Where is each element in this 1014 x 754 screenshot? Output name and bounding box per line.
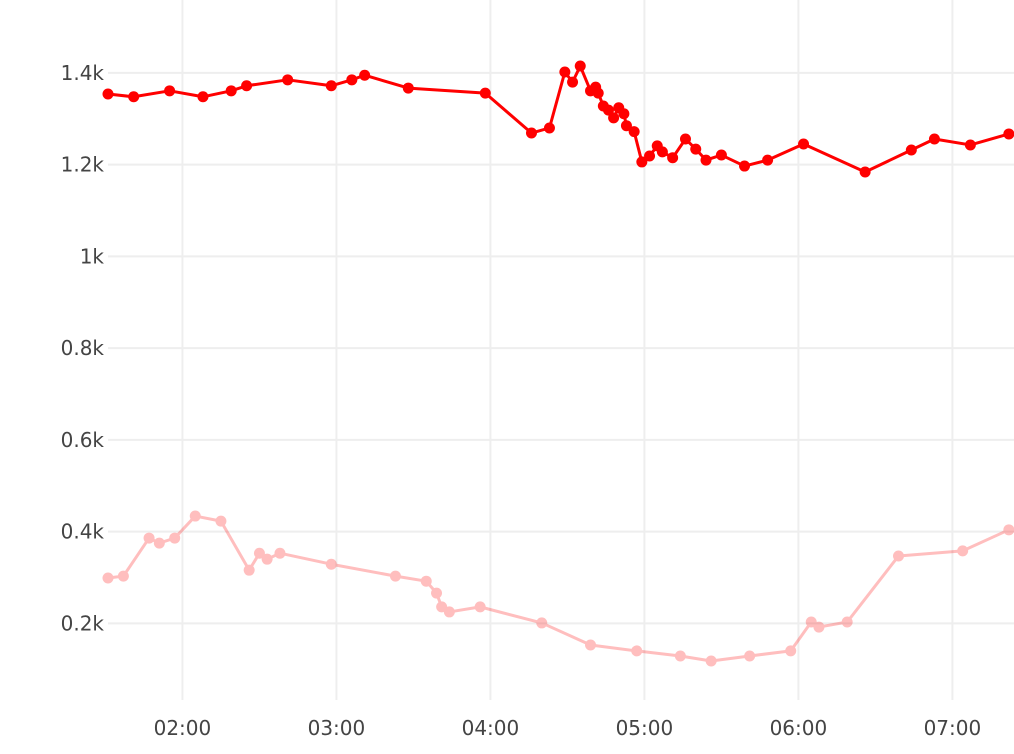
data-point[interactable]: [325, 80, 337, 92]
data-point[interactable]: [841, 616, 853, 628]
data-point[interactable]: [1003, 524, 1014, 536]
data-point[interactable]: [656, 146, 668, 158]
data-point[interactable]: [620, 120, 632, 132]
data-point[interactable]: [785, 645, 797, 657]
data-point[interactable]: [608, 112, 620, 124]
data-point[interactable]: [197, 91, 209, 103]
data-point[interactable]: [805, 616, 817, 628]
data-point[interactable]: [798, 138, 810, 150]
data-point[interactable]: [402, 82, 414, 94]
y-tick-label: 1.2k: [61, 153, 105, 177]
gridlines: [108, 0, 1014, 700]
data-point[interactable]: [631, 645, 643, 657]
data-point[interactable]: [705, 655, 717, 667]
data-point[interactable]: [636, 156, 648, 168]
data-point[interactable]: [189, 510, 201, 522]
data-point[interactable]: [644, 150, 656, 162]
data-point[interactable]: [525, 127, 537, 139]
data-point[interactable]: [893, 550, 905, 562]
data-point[interactable]: [543, 122, 555, 134]
data-point[interactable]: [117, 570, 129, 582]
data-point[interactable]: [153, 537, 165, 549]
data-point[interactable]: [667, 152, 679, 164]
x-axis-ticks: 02:00 03:00 04:00 05:00 06:00 07:00: [154, 716, 982, 740]
data-point[interactable]: [859, 166, 871, 178]
data-point[interactable]: [215, 515, 227, 527]
data-point[interactable]: [325, 558, 337, 570]
data-point[interactable]: [679, 133, 691, 145]
x-tick-label: 03:00: [308, 716, 366, 740]
data-point[interactable]: [690, 143, 702, 155]
y-tick-label: 1.4k: [61, 61, 105, 85]
y-tick-label: 0.6k: [61, 428, 105, 452]
data-point[interactable]: [225, 85, 237, 97]
data-point[interactable]: [420, 575, 432, 587]
data-point[interactable]: [436, 601, 448, 613]
data-point[interactable]: [744, 650, 756, 662]
data-point[interactable]: [700, 154, 712, 166]
data-point[interactable]: [1003, 128, 1014, 140]
data-point[interactable]: [282, 74, 294, 86]
data-point[interactable]: [143, 532, 155, 544]
data-point[interactable]: [628, 126, 640, 138]
data-point[interactable]: [389, 570, 401, 582]
data-point[interactable]: [813, 621, 825, 633]
y-tick-label: 0.8k: [61, 336, 105, 360]
data-point[interactable]: [905, 144, 917, 156]
data-point[interactable]: [559, 66, 571, 78]
data-point[interactable]: [359, 69, 371, 81]
series-line: [107, 514, 1010, 663]
data-point[interactable]: [431, 587, 443, 599]
x-tick-label: 04:00: [462, 716, 520, 740]
data-point[interactable]: [585, 639, 597, 651]
data-point[interactable]: [928, 133, 940, 145]
data-point[interactable]: [102, 88, 114, 100]
x-tick-label: 05:00: [616, 716, 674, 740]
data-point[interactable]: [574, 60, 586, 72]
data-point[interactable]: [567, 76, 579, 88]
data-point[interactable]: [241, 80, 253, 92]
data-point[interactable]: [443, 606, 455, 618]
data-point[interactable]: [739, 160, 751, 172]
data-point[interactable]: [592, 87, 604, 99]
x-tick-label: 02:00: [154, 716, 212, 740]
data-point[interactable]: [243, 564, 255, 576]
series-layer: [102, 60, 1014, 667]
data-point[interactable]: [957, 545, 969, 557]
data-point[interactable]: [102, 572, 114, 584]
data-point[interactable]: [536, 617, 548, 629]
y-tick-label: 0.2k: [61, 611, 105, 635]
y-axis-ticks: 0.2k 0.4k 0.6k 0.8k 1k 1.2k 1.4k: [61, 61, 105, 635]
data-point[interactable]: [261, 553, 273, 565]
y-tick-label: 1k: [80, 244, 105, 268]
series-0: [102, 60, 1014, 178]
data-point[interactable]: [474, 601, 486, 613]
x-tick-label: 07:00: [924, 716, 982, 740]
x-tick-label: 06:00: [770, 716, 828, 740]
data-point[interactable]: [762, 154, 774, 166]
data-point[interactable]: [169, 532, 181, 544]
data-point[interactable]: [479, 87, 491, 99]
data-point[interactable]: [164, 85, 176, 97]
series-1: [102, 510, 1014, 667]
data-point[interactable]: [602, 104, 614, 116]
y-tick-label: 0.4k: [61, 520, 105, 544]
data-point[interactable]: [715, 149, 727, 161]
data-point[interactable]: [128, 91, 140, 103]
data-point[interactable]: [346, 74, 358, 86]
data-point[interactable]: [253, 547, 265, 559]
data-point[interactable]: [674, 650, 686, 662]
data-point[interactable]: [618, 108, 630, 120]
data-point[interactable]: [274, 547, 286, 559]
data-point[interactable]: [964, 139, 976, 151]
